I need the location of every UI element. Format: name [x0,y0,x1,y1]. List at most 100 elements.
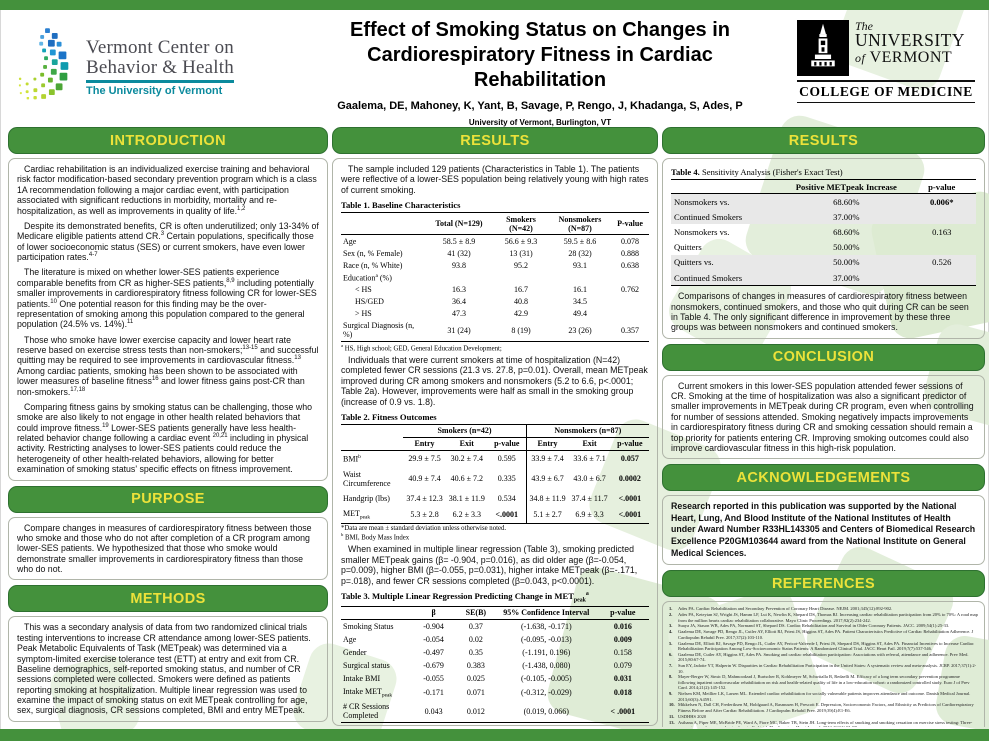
table-row: BMIb 29.9 ± 7.5 30.2 ± 7.4 0.595 33.9 ± 7.4 3… [341,450,649,467]
middle-column: RESULTS The sample included 129 patients… [332,127,658,727]
table-cell: 0.888 [621,248,639,258]
table-cell: 0.02 [468,634,483,644]
table-cell [611,308,649,320]
table-row: Waist Circumference 40.9 ± 7.4 40.6 ± 7.2 0… [341,466,649,491]
table3-header: β [411,606,456,620]
table-cell: Continued Smokers [674,211,743,222]
table-cell: 41 (32) [447,248,471,258]
table4-title: Table 4. Sensitivity Analysis (Fisher's … [671,167,843,177]
uvm-vermont: of VERMONT [855,48,953,66]
table-cell: 0.335 [497,474,516,484]
table2-corner [341,424,403,437]
vcbh-subtitle: The University of Vermont [86,84,223,97]
table1-header [341,212,425,236]
table-cell: 50.00% [833,257,860,268]
table-cell: Sex (n, % Female) [343,248,403,258]
table-row: Race (n, % White) 93.8 95.2 93.1 0.638 [341,259,649,271]
table-cell: 0.357 [621,325,639,335]
table3-header [341,606,412,620]
reference-item: 8. Mayer-Berger W, Simic D, Mahmoodzad J,… [669,674,970,691]
table-cell: 0.078 [621,236,639,246]
table-cell: 16.3 [452,285,466,295]
table-cell: 29.9 ± 7.5 [408,454,441,464]
table-cell: BMIb [343,453,361,464]
table1-header: Smokers (N=42) [493,212,549,236]
purpose-paragraph: Compare changes in measures of cardiores… [17,522,312,575]
table3-title: Table 3. Multiple Linear Regression Pred… [341,590,589,604]
table3-header: SE(B) [455,606,496,620]
table-cell: 0.018 [613,687,632,697]
table2-subheader: Exit [445,437,488,451]
table-cell: 0.35 [468,647,483,657]
table-cell: (-1.638, -0.171) [520,621,572,631]
table-cell: 33.9 ± 7.4 [525,450,569,467]
table-cell: 23 (26) [568,325,592,335]
results-paragraph: Individuals that were current smokers at… [341,355,648,407]
table-cell: 34.5 [573,297,587,307]
table-cell: Smoking Status [343,621,394,631]
table-row: < HS 16.3 16.7 16.1 0.762 [341,284,649,296]
table2-group-nonsmokers: Nonsmokers (n=87) [525,424,649,438]
table-cell: (-0.105, -0.005) [520,673,572,683]
table-cell: -0.055 [423,673,444,683]
table1-header: Nonsmokers (N=87) [549,212,611,236]
table-row: Nonsmokers vs. 68.60% 0.006* [671,193,976,210]
table-cell: Quitters vs. [674,257,714,268]
conclusion-panel: Current smokers in this lower-SES popula… [662,374,985,460]
table1-baseline-characteristics: Total (N=129) Smokers (N=42) Nonsmokers … [341,212,649,342]
table-row: Quitters vs. 50.00% 0.526 [671,254,976,270]
table-cell: <.0001 [618,493,642,503]
reference-item: 13. Asthana A, Piper ME, McBride PE, Ward… [669,719,973,727]
table-cell: 0.0002 [618,474,641,484]
poster-header: Vermont Center on Behavior & Health The … [0,12,989,139]
uvm-university: UNIVERSITY [855,30,965,50]
acknowledgements-panel: Research reported in this publication wa… [662,495,985,566]
bottom-border-bar [0,729,989,741]
table1-header: Total (N=129) [425,212,493,236]
table-cell: Age [343,236,357,246]
table-cell: 8 (19) [511,325,531,335]
table-cell: Educationa (%) [343,272,392,283]
table-cell: -0.679 [423,660,444,670]
table2-subheader: Entry [525,437,569,451]
table-cell: 68.60% [833,226,860,237]
intro-paragraph: The literature is mixed on whether lower… [17,267,317,330]
vcbh-rule [86,80,234,83]
table-cell [425,271,493,284]
results-mid-panel: The sample included 129 patients (Charac… [332,158,658,726]
table-cell: 6.9 ± 3.3 [575,509,604,519]
table-row: Quitters 50.00% [671,240,976,255]
table-cell: 59.5 ± 8.6 [563,236,597,246]
section-header-introduction: INTRODUCTION [8,127,328,154]
results-paragraph: When examined in multiple linear regress… [341,544,638,586]
table-cell: 56.6 ± 9.3 [504,236,538,246]
table-cell: 33.6 ± 7.1 [573,454,606,464]
vcbh-line1: Vermont Center on [86,37,234,59]
references-list: 1. Ades PA. Cardiac Rehabilitation and Se… [669,606,978,727]
table-cell: 34.8 ± 11.9 [525,490,569,506]
table1-title: Table 1. Baseline Characteristics [341,200,461,211]
introduction-panel: Cardiac rehabilitation is an individuali… [8,158,328,481]
table2-subheader: p-value [487,437,527,451]
table-row: Educationa (%) [341,271,649,284]
table-cell: <.0001 [495,509,519,519]
table-cell [611,296,649,308]
table-row: Surgical status -0.679 0.383 (-1.438, 0.080… [341,659,649,672]
section-header-results-right: RESULTS [662,127,985,154]
title-line1: Effect of Smoking Status on Changes in [349,19,731,41]
table-cell: 0.009 [613,634,632,644]
table-cell: > HS [343,309,372,319]
uvm-wordmark: The UNIVERSITY of VERMONT [855,20,965,76]
reference-item: 7. Sun EY, Jadotte YT, Halperin W. Dispar… [669,663,977,674]
table2-footnote: *Data are mean ± standard deviation unle… [341,525,507,542]
table-cell: METpeak [343,508,371,521]
vcbh-line2: Behavior & Health [86,56,234,78]
table-cell: 95.2 [514,260,528,270]
table-cell: 0.526 [932,257,952,268]
table-row: Age 58.5 ± 8.9 56.6 ± 9.3 59.5 ± 8.6 0.078 [341,235,649,248]
title-block: Effect of Smoking Status on Changes in C… [300,18,780,140]
methods-panel: This was a secondary analysis of data fr… [8,616,328,722]
results-paragraph: The sample included 129 patients (Charac… [341,164,649,195]
table-row: HS/GED 36.4 40.8 34.5 [341,296,649,308]
